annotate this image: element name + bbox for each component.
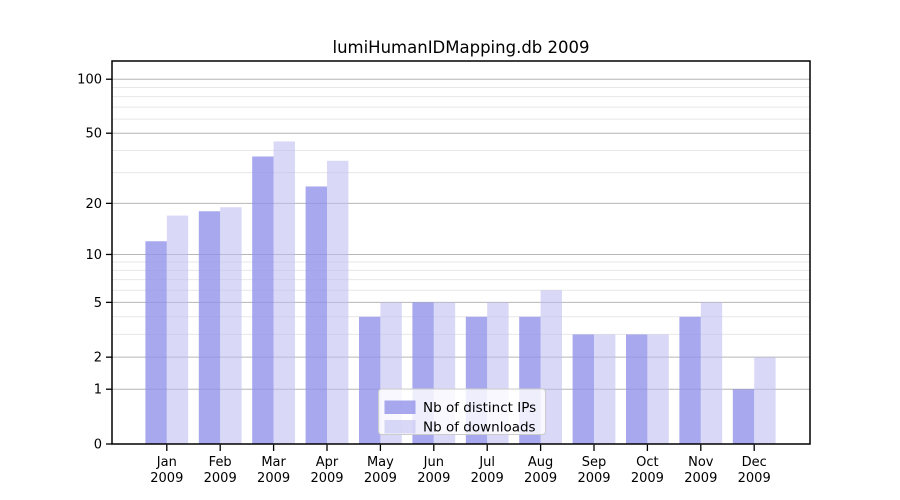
x-tick-label-month: Feb — [209, 455, 232, 470]
y-tick-label: 2 — [94, 351, 102, 366]
x-tick-label-year: 2009 — [150, 471, 183, 486]
x-tick-label-month: Jul — [478, 455, 495, 470]
legend-label: Nb of distinct IPs — [423, 400, 536, 416]
x-tick-label-month: Mar — [261, 455, 286, 470]
y-tick-label: 0 — [94, 438, 102, 453]
x-tick-label-month: Jan — [156, 455, 177, 470]
y-tick-label: 50 — [85, 127, 102, 142]
bar-ips-nov — [679, 316, 701, 444]
bar-ips-mar — [252, 156, 274, 445]
x-tick-label-month: Dec — [742, 455, 767, 470]
x-tick-label-month: Oct — [636, 455, 658, 470]
x-tick-label-month: Aug — [528, 455, 553, 470]
bar-ips-dec — [732, 389, 755, 444]
bar-downloads-nov — [700, 302, 723, 444]
x-tick-label-year: 2009 — [204, 471, 237, 486]
x-tick-label-year: 2009 — [417, 471, 450, 486]
y-tick-label: 1 — [94, 383, 102, 398]
x-tick-label-year: 2009 — [310, 471, 343, 486]
tick-marks — [106, 78, 755, 451]
bar-ips-apr — [305, 186, 327, 444]
plot-border — [111, 60, 811, 445]
bar-downloads-feb — [220, 207, 242, 444]
legend-swatch — [384, 400, 416, 414]
bar-ips-may — [359, 316, 381, 444]
bar-downloads-mar — [273, 141, 295, 445]
tick-labels: 0125102050100Jan2009Feb2009Mar2009Apr200… — [77, 73, 771, 486]
x-tick-label-month: Apr — [316, 455, 339, 470]
bar-downloads-apr — [327, 160, 349, 445]
x-tick-label-year: 2009 — [524, 471, 557, 486]
x-tick-label-year: 2009 — [684, 471, 717, 486]
y-tick-label: 10 — [85, 248, 102, 263]
bar-ips-oct — [626, 334, 648, 444]
bar-downloads-jan — [166, 215, 189, 444]
legend-swatch — [384, 420, 416, 434]
legend-box — [378, 388, 546, 435]
bar-ips-jan — [145, 241, 167, 444]
x-tick-label-year: 2009 — [631, 471, 664, 486]
x-tick-label-year: 2009 — [471, 471, 504, 486]
x-tick-label-month: Jun — [423, 455, 444, 470]
legend-label: Nb of downloads — [423, 420, 536, 436]
bar-downloads-oct — [647, 334, 669, 444]
y-tick-label: 20 — [85, 197, 102, 212]
bar-ips-feb — [198, 211, 221, 444]
x-tick-label-month: May — [367, 455, 394, 470]
bar-downloads-sep — [594, 334, 616, 444]
x-tick-label-month: Nov — [688, 455, 714, 470]
x-tick-label-month: Sep — [582, 455, 607, 470]
x-tick-label-year: 2009 — [364, 471, 397, 486]
x-tick-label-year: 2009 — [257, 471, 290, 486]
bar-downloads-dec — [754, 357, 776, 444]
axes — [111, 60, 811, 445]
chart-title: lumiHumanIDMapping.db 2009 — [332, 38, 589, 57]
x-tick-label-year: 2009 — [738, 471, 771, 486]
y-tick-label: 100 — [77, 73, 102, 88]
bar-ips-sep — [572, 334, 594, 444]
x-tick-label-year: 2009 — [577, 471, 610, 486]
legend: Nb of distinct IPs Nb of downloads — [378, 388, 546, 436]
y-tick-label: 5 — [94, 296, 102, 311]
